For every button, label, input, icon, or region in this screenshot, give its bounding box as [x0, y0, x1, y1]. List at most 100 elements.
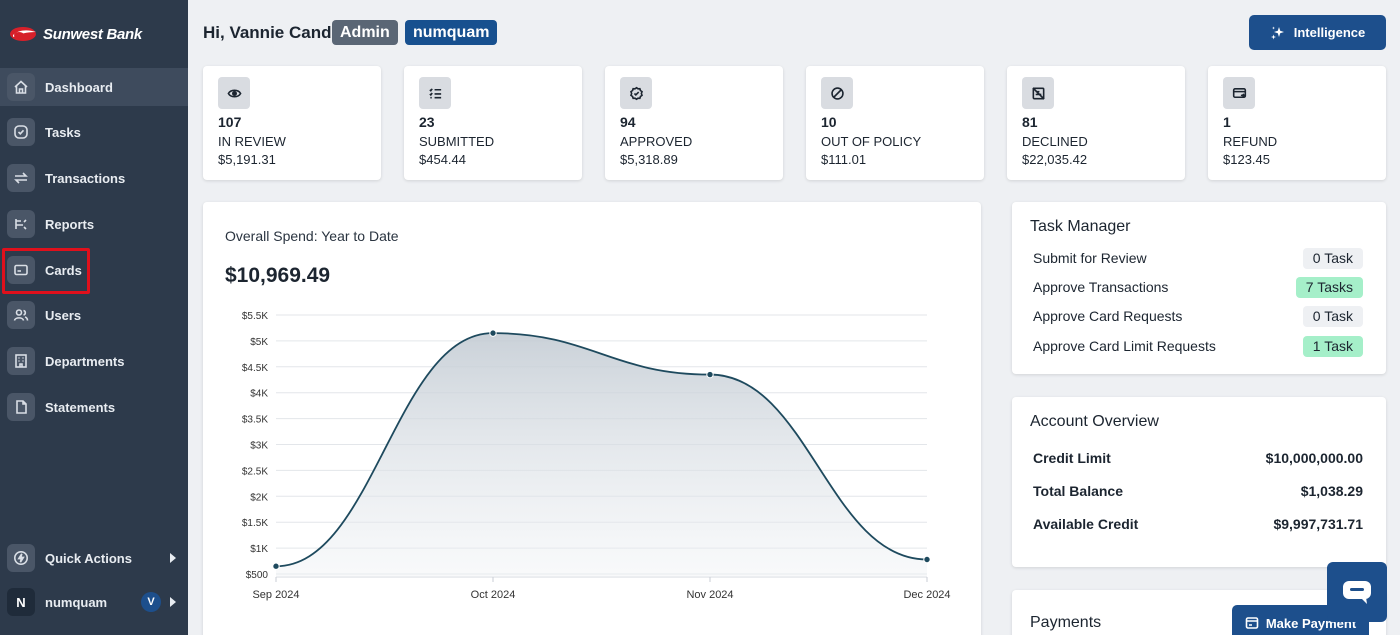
eye-icon	[218, 77, 250, 109]
quick-actions-button[interactable]: Quick Actions	[0, 539, 188, 577]
y-tick-label: $1.5K	[242, 518, 268, 529]
y-tick-label: $3K	[250, 441, 268, 452]
stat-label: APPROVED	[620, 134, 693, 149]
stat-amount: $123.45	[1223, 152, 1270, 167]
account-row-label: Available Credit	[1033, 516, 1139, 532]
sidebar-item-label: Users	[45, 307, 82, 323]
stat-label: OUT OF POLICY	[821, 134, 922, 149]
sidebar-item-label: Transactions	[45, 170, 126, 186]
spend-area-chart: $500 $1K $1.5K $2K $2.5K $3K $3.5K $4K $4.5K $5K $…	[242, 311, 951, 601]
sidebar-item-label: Cards	[45, 262, 82, 278]
brand-name: Sunwest Bank	[43, 25, 142, 43]
check-circle-icon	[7, 118, 35, 146]
data-point[interactable]	[489, 329, 497, 337]
sidebar-item-reports[interactable]: Reports	[0, 205, 188, 243]
account-row-value: $9,997,731.71	[1273, 516, 1363, 532]
sidebar-item-label: Tasks	[45, 124, 81, 140]
brand-logo[interactable]: Sunwest Bank	[9, 24, 142, 44]
stat-count: 23	[419, 114, 435, 130]
account-overview-panel: Account Overview Credit Limit $10,000,00…	[1012, 397, 1386, 567]
stat-amount: $5,318.89	[620, 152, 678, 167]
stat-count: 81	[1022, 114, 1038, 130]
data-point[interactable]	[706, 370, 714, 379]
task-name: Approve Card Limit Requests	[1033, 338, 1216, 354]
data-point[interactable]	[272, 562, 280, 570]
task-row-submit-review[interactable]: Submit for Review 0 Task	[1033, 247, 1363, 269]
stat-card-submitted[interactable]: 23 SUBMITTED $454.44	[404, 66, 582, 180]
stat-card-refund[interactable]: 1 REFUND $123.45	[1208, 66, 1386, 180]
y-tick-label: $1K	[250, 544, 268, 555]
task-row-approve-card-requests[interactable]: Approve Card Requests 0 Task	[1033, 305, 1363, 327]
stat-card-in-review[interactable]: 107 IN REVIEW $5,191.31	[203, 66, 381, 180]
sidebar-item-users[interactable]: Users	[0, 296, 188, 334]
stat-amount: $22,035.42	[1022, 152, 1088, 167]
task-count-badge: 0 Task	[1302, 247, 1363, 269]
stat-card-declined[interactable]: 81 DECLINED $22,035.42	[1007, 66, 1185, 180]
sidebar: Sunwest Bank Dashboard Tasks Transaction…	[0, 0, 188, 635]
stat-label: REFUND	[1223, 134, 1278, 149]
stat-amount: $5,191.31	[218, 152, 276, 167]
role-badge: Admin	[332, 20, 398, 45]
stat-count: 1	[1223, 114, 1231, 130]
list-check-icon	[419, 77, 451, 109]
chart-title: Overall Spend: Year to Date	[225, 228, 399, 244]
task-count-badge: 7 Tasks	[1295, 276, 1363, 298]
spend-area	[276, 333, 927, 577]
sidebar-item-departments[interactable]: Departments	[0, 342, 188, 380]
account-row-available-credit: Available Credit $9,997,731.71	[1033, 516, 1363, 532]
user-badge-header: numquam	[405, 20, 498, 45]
stat-count: 94	[620, 114, 636, 130]
chevron-right-icon	[170, 553, 176, 563]
task-count-badge: 1 Task	[1302, 335, 1363, 357]
sidebar-item-label: Departments	[45, 353, 125, 369]
home-icon	[7, 73, 35, 101]
x-tick-label: Nov 2024	[686, 589, 733, 601]
declined-icon	[1022, 77, 1054, 109]
intelligence-button[interactable]: Intelligence	[1249, 15, 1386, 50]
chat-icon	[1343, 581, 1371, 604]
y-tick-label: $4K	[250, 389, 268, 400]
task-manager-panel: Task Manager Submit for Review 0 Task Ap…	[1012, 202, 1386, 374]
sidebar-item-tasks[interactable]: Tasks	[0, 113, 188, 151]
greeting: Hi, Vannie Cand	[203, 23, 332, 42]
task-manager-title: Task Manager	[1030, 218, 1131, 235]
account-row-label: Credit Limit	[1033, 450, 1111, 466]
data-point[interactable]	[923, 555, 931, 564]
stat-card-out-of-policy[interactable]: 10 OUT OF POLICY $111.01	[806, 66, 984, 180]
sparkles-icon	[1270, 26, 1284, 39]
sidebar-item-statements[interactable]: Statements	[0, 388, 188, 426]
x-tick-label: Oct 2024	[471, 589, 516, 601]
stat-count: 107	[218, 114, 242, 130]
stat-label: IN REVIEW	[218, 134, 286, 149]
sunwest-logo-icon	[10, 27, 36, 41]
sidebar-item-transactions[interactable]: Transactions	[0, 159, 188, 197]
lightning-icon	[7, 544, 35, 572]
stat-card-approved[interactable]: 94 APPROVED $5,318.89	[605, 66, 783, 180]
account-row-value: $10,000,000.00	[1265, 450, 1363, 466]
task-name: Submit for Review	[1033, 250, 1147, 266]
task-name: Approve Card Requests	[1033, 308, 1183, 324]
account-row-value: $1,038.29	[1300, 483, 1363, 499]
refund-icon	[1223, 77, 1255, 109]
ban-icon	[821, 77, 853, 109]
badge-check-icon	[620, 77, 652, 109]
task-row-approve-card-limit[interactable]: Approve Card Limit Requests 1 Task	[1033, 335, 1363, 357]
stat-count: 10	[821, 114, 837, 130]
payment-icon	[1245, 617, 1259, 629]
sidebar-item-dashboard[interactable]: Dashboard	[0, 68, 188, 106]
account-row-credit-limit: Credit Limit $10,000,000.00	[1033, 450, 1363, 466]
y-tick-label: $2.5K	[242, 466, 268, 477]
y-tick-label: $500	[246, 570, 269, 581]
task-count-badge: 0 Task	[1302, 305, 1363, 327]
chevron-right-icon	[170, 597, 176, 607]
user-menu[interactable]: N numquam V	[0, 583, 188, 621]
swap-arrows-icon	[7, 164, 35, 192]
chat-button[interactable]	[1327, 562, 1387, 622]
intelligence-label: Intelligence	[1293, 25, 1366, 40]
y-tick-label: $3.5K	[242, 415, 268, 426]
task-row-approve-transactions[interactable]: Approve Transactions 7 Tasks	[1033, 276, 1363, 298]
user-badge: V	[141, 592, 161, 612]
overall-spend-card: Overall Spend: Year to Date $10,969.49 $…	[203, 202, 981, 635]
quick-actions-label: Quick Actions	[45, 550, 132, 566]
sidebar-item-cards[interactable]: Cards	[0, 251, 188, 289]
